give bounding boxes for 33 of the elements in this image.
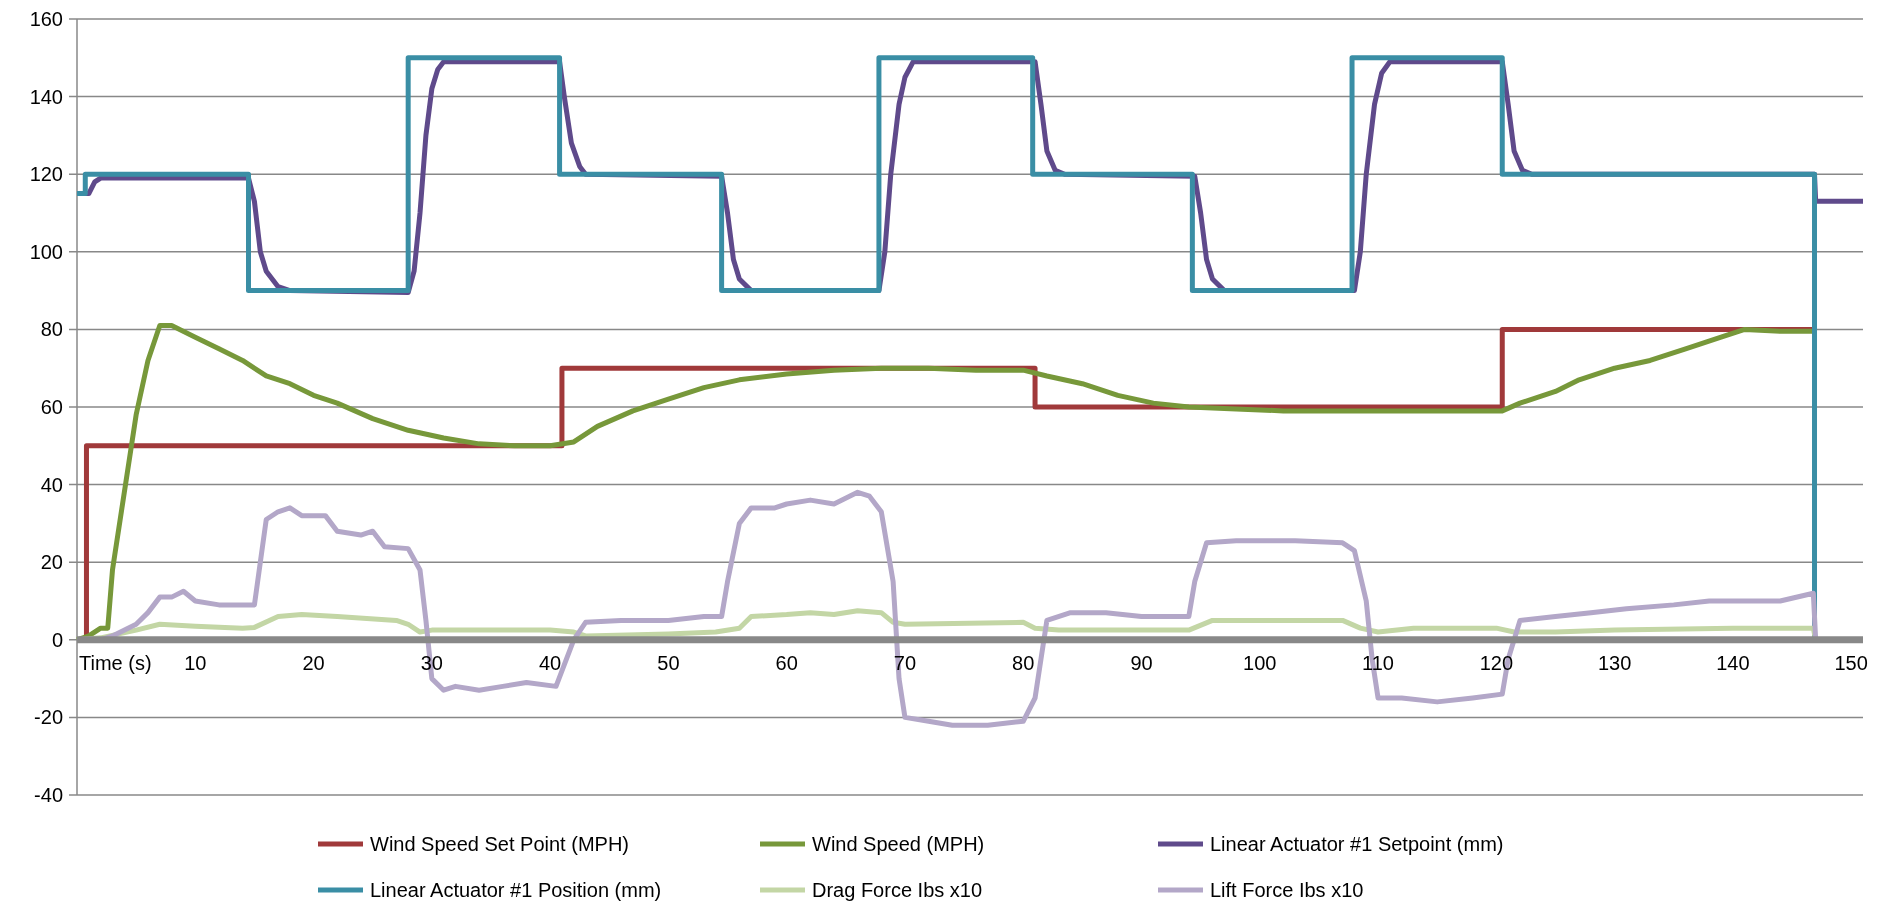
legend-label: Drag Force Ibs x10 — [812, 879, 983, 901]
x-axis-title: Time (s) — [79, 651, 152, 674]
y-tick-label: 140 — [29, 85, 63, 108]
legend-label: Linear Actuator #1 Position (mm) — [370, 879, 662, 901]
x-tick-label: 140 — [1716, 651, 1750, 674]
x-tick-label: 50 — [657, 651, 680, 674]
y-tick-label: -40 — [34, 784, 63, 806]
y-tick-label: 120 — [29, 163, 63, 186]
y-tick-label: 160 — [29, 8, 63, 30]
x-tick-label: 130 — [1597, 651, 1632, 674]
x-tick-label: 70 — [893, 651, 917, 674]
y-tick-label: 20 — [40, 551, 63, 574]
y-tick-label: 40 — [40, 473, 63, 496]
x-tick-label: 150 — [1834, 651, 1868, 674]
x-tick-label: 110 — [1362, 651, 1394, 674]
legend-label: Wind Speed (MPH) — [812, 833, 985, 855]
x-tick-label: 100 — [1243, 651, 1277, 674]
y-tick-label: 100 — [29, 240, 63, 263]
y-tick-label: -20 — [34, 706, 63, 729]
x-tick-label: 40 — [538, 651, 562, 674]
y-tick-label: 80 — [40, 318, 63, 341]
x-tick-label: 10 — [184, 651, 207, 674]
legend-label: Wind Speed Set Point (MPH) — [370, 833, 629, 855]
legend-label: Lift Force Ibs x10 — [1210, 879, 1364, 901]
x-tick-label: 120 — [1479, 651, 1514, 674]
x-tick-label: 80 — [1012, 651, 1035, 674]
x-tick-label: 30 — [420, 651, 443, 674]
y-tick-label: 60 — [40, 396, 63, 418]
legend-label: Linear Actuator #1 Setpoint (mm) — [1210, 833, 1504, 855]
x-tick-label: 90 — [1130, 651, 1153, 674]
x-tick-label: 20 — [302, 651, 325, 674]
x-tick-label: 60 — [775, 651, 798, 674]
y-tick-label: 0 — [51, 628, 63, 651]
